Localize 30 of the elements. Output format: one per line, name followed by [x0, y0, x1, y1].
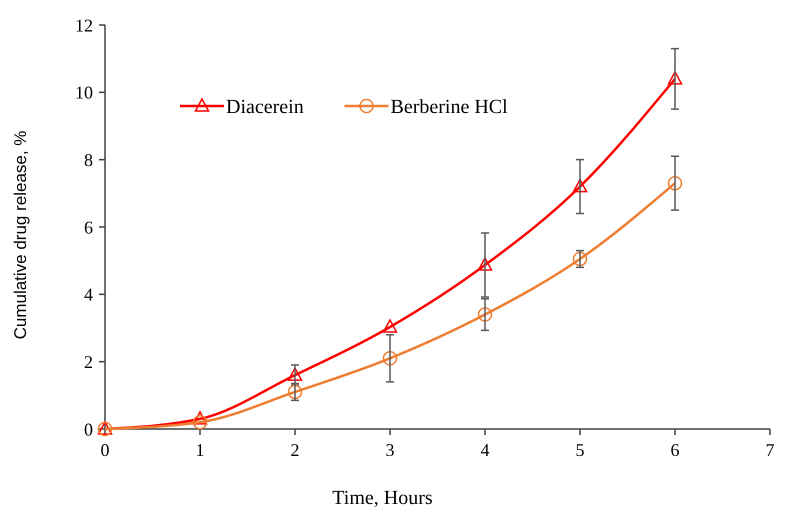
- x-tick-label: 3: [386, 440, 394, 460]
- x-tick-label: 6: [670, 440, 680, 460]
- legend-label: Berberine HCl: [390, 96, 508, 118]
- point: [382, 351, 398, 366]
- x-tick-label: 7: [766, 440, 774, 460]
- point: [572, 252, 588, 266]
- point: [668, 71, 682, 85]
- point: [668, 176, 682, 190]
- y-tick-label: 8: [84, 150, 93, 170]
- point: [572, 178, 588, 192]
- x-tick-label: 4: [480, 440, 490, 460]
- x-tick-label: 1: [196, 440, 204, 460]
- point: [192, 415, 208, 430]
- point: [288, 367, 302, 381]
- y-tick-label: 0: [84, 419, 93, 440]
- legend-label: Diacerein: [226, 96, 304, 118]
- point: [192, 411, 208, 425]
- y-tick-label: 4: [84, 284, 93, 305]
- y-tick-label: 2: [84, 352, 93, 372]
- x-tick-label: 0: [100, 440, 110, 460]
- point: [478, 257, 492, 271]
- x-tick-label: 2: [290, 440, 300, 460]
- y-tick-label: 6: [84, 217, 93, 238]
- x-tick-label: 5: [576, 440, 584, 460]
- point: [382, 319, 398, 333]
- y-tick-label: 12: [75, 15, 93, 36]
- y-axis-title: Cumulative drug release, %: [11, 130, 30, 340]
- x-axis-title: Time, Hours: [332, 487, 433, 509]
- point: [478, 307, 492, 322]
- y-tick-label: 10: [75, 82, 93, 103]
